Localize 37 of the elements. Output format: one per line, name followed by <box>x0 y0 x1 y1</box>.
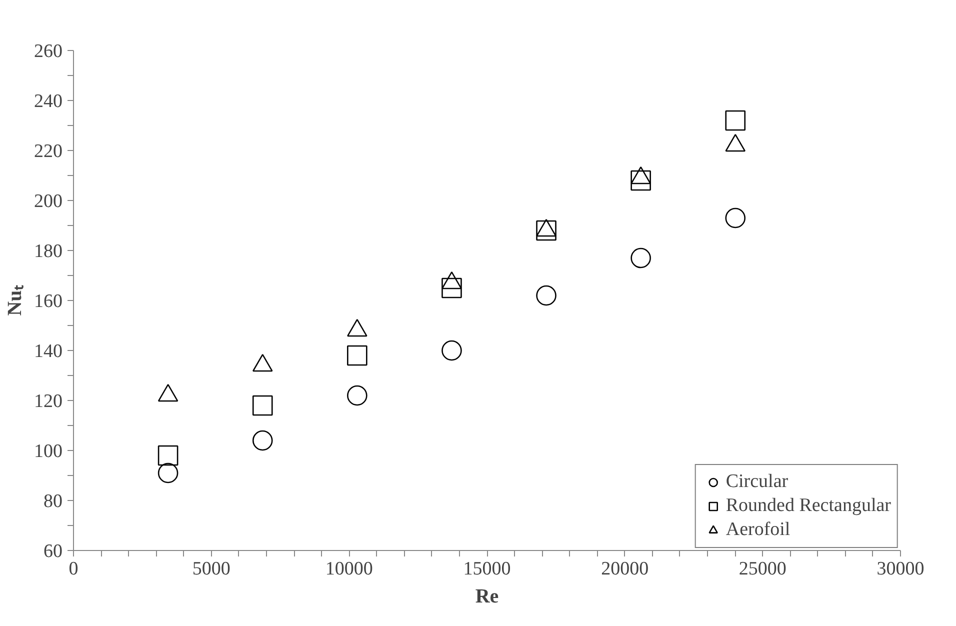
y-tick-label: 120 <box>34 391 62 412</box>
y-tick-label: 260 <box>34 41 62 62</box>
y-tick-label: 100 <box>34 441 62 462</box>
x-tick-label: 0 <box>68 558 78 580</box>
point <box>725 208 746 228</box>
y-tick-label: 160 <box>34 291 62 312</box>
y-tick-label: 240 <box>34 91 62 112</box>
point <box>347 385 368 406</box>
point <box>347 345 368 366</box>
point <box>158 462 178 484</box>
x-axis-title: Re <box>475 586 499 608</box>
y-tick-label: 140 <box>34 341 62 362</box>
x-tick-label: 5000 <box>192 558 230 580</box>
y-tick-label: 180 <box>34 241 62 262</box>
point <box>442 340 462 361</box>
y-tick-label: 60 <box>44 541 62 562</box>
point <box>536 220 556 241</box>
legend-label: Rounded Rectangular <box>726 495 891 517</box>
point <box>630 170 651 191</box>
legend-label: Circular <box>726 471 788 493</box>
point <box>442 278 462 298</box>
legend-label: Aerofoil <box>726 519 790 541</box>
point <box>252 395 273 416</box>
y-tick-label: 80 <box>44 491 62 512</box>
point <box>252 430 273 451</box>
y-tick-label: 200 <box>34 191 62 212</box>
x-tick-label: 10000 <box>325 558 373 580</box>
x-tick-label: 20000 <box>601 558 649 580</box>
x-tick-label: 25000 <box>738 558 786 580</box>
point <box>725 110 746 131</box>
y-axis-title: Nuₜ <box>4 285 26 316</box>
point <box>536 285 556 306</box>
point <box>630 248 651 268</box>
point <box>158 445 178 466</box>
x-tick-label: 30000 <box>876 558 924 580</box>
x-tick-label: 15000 <box>463 558 511 580</box>
y-tick-label: 220 <box>34 141 62 162</box>
